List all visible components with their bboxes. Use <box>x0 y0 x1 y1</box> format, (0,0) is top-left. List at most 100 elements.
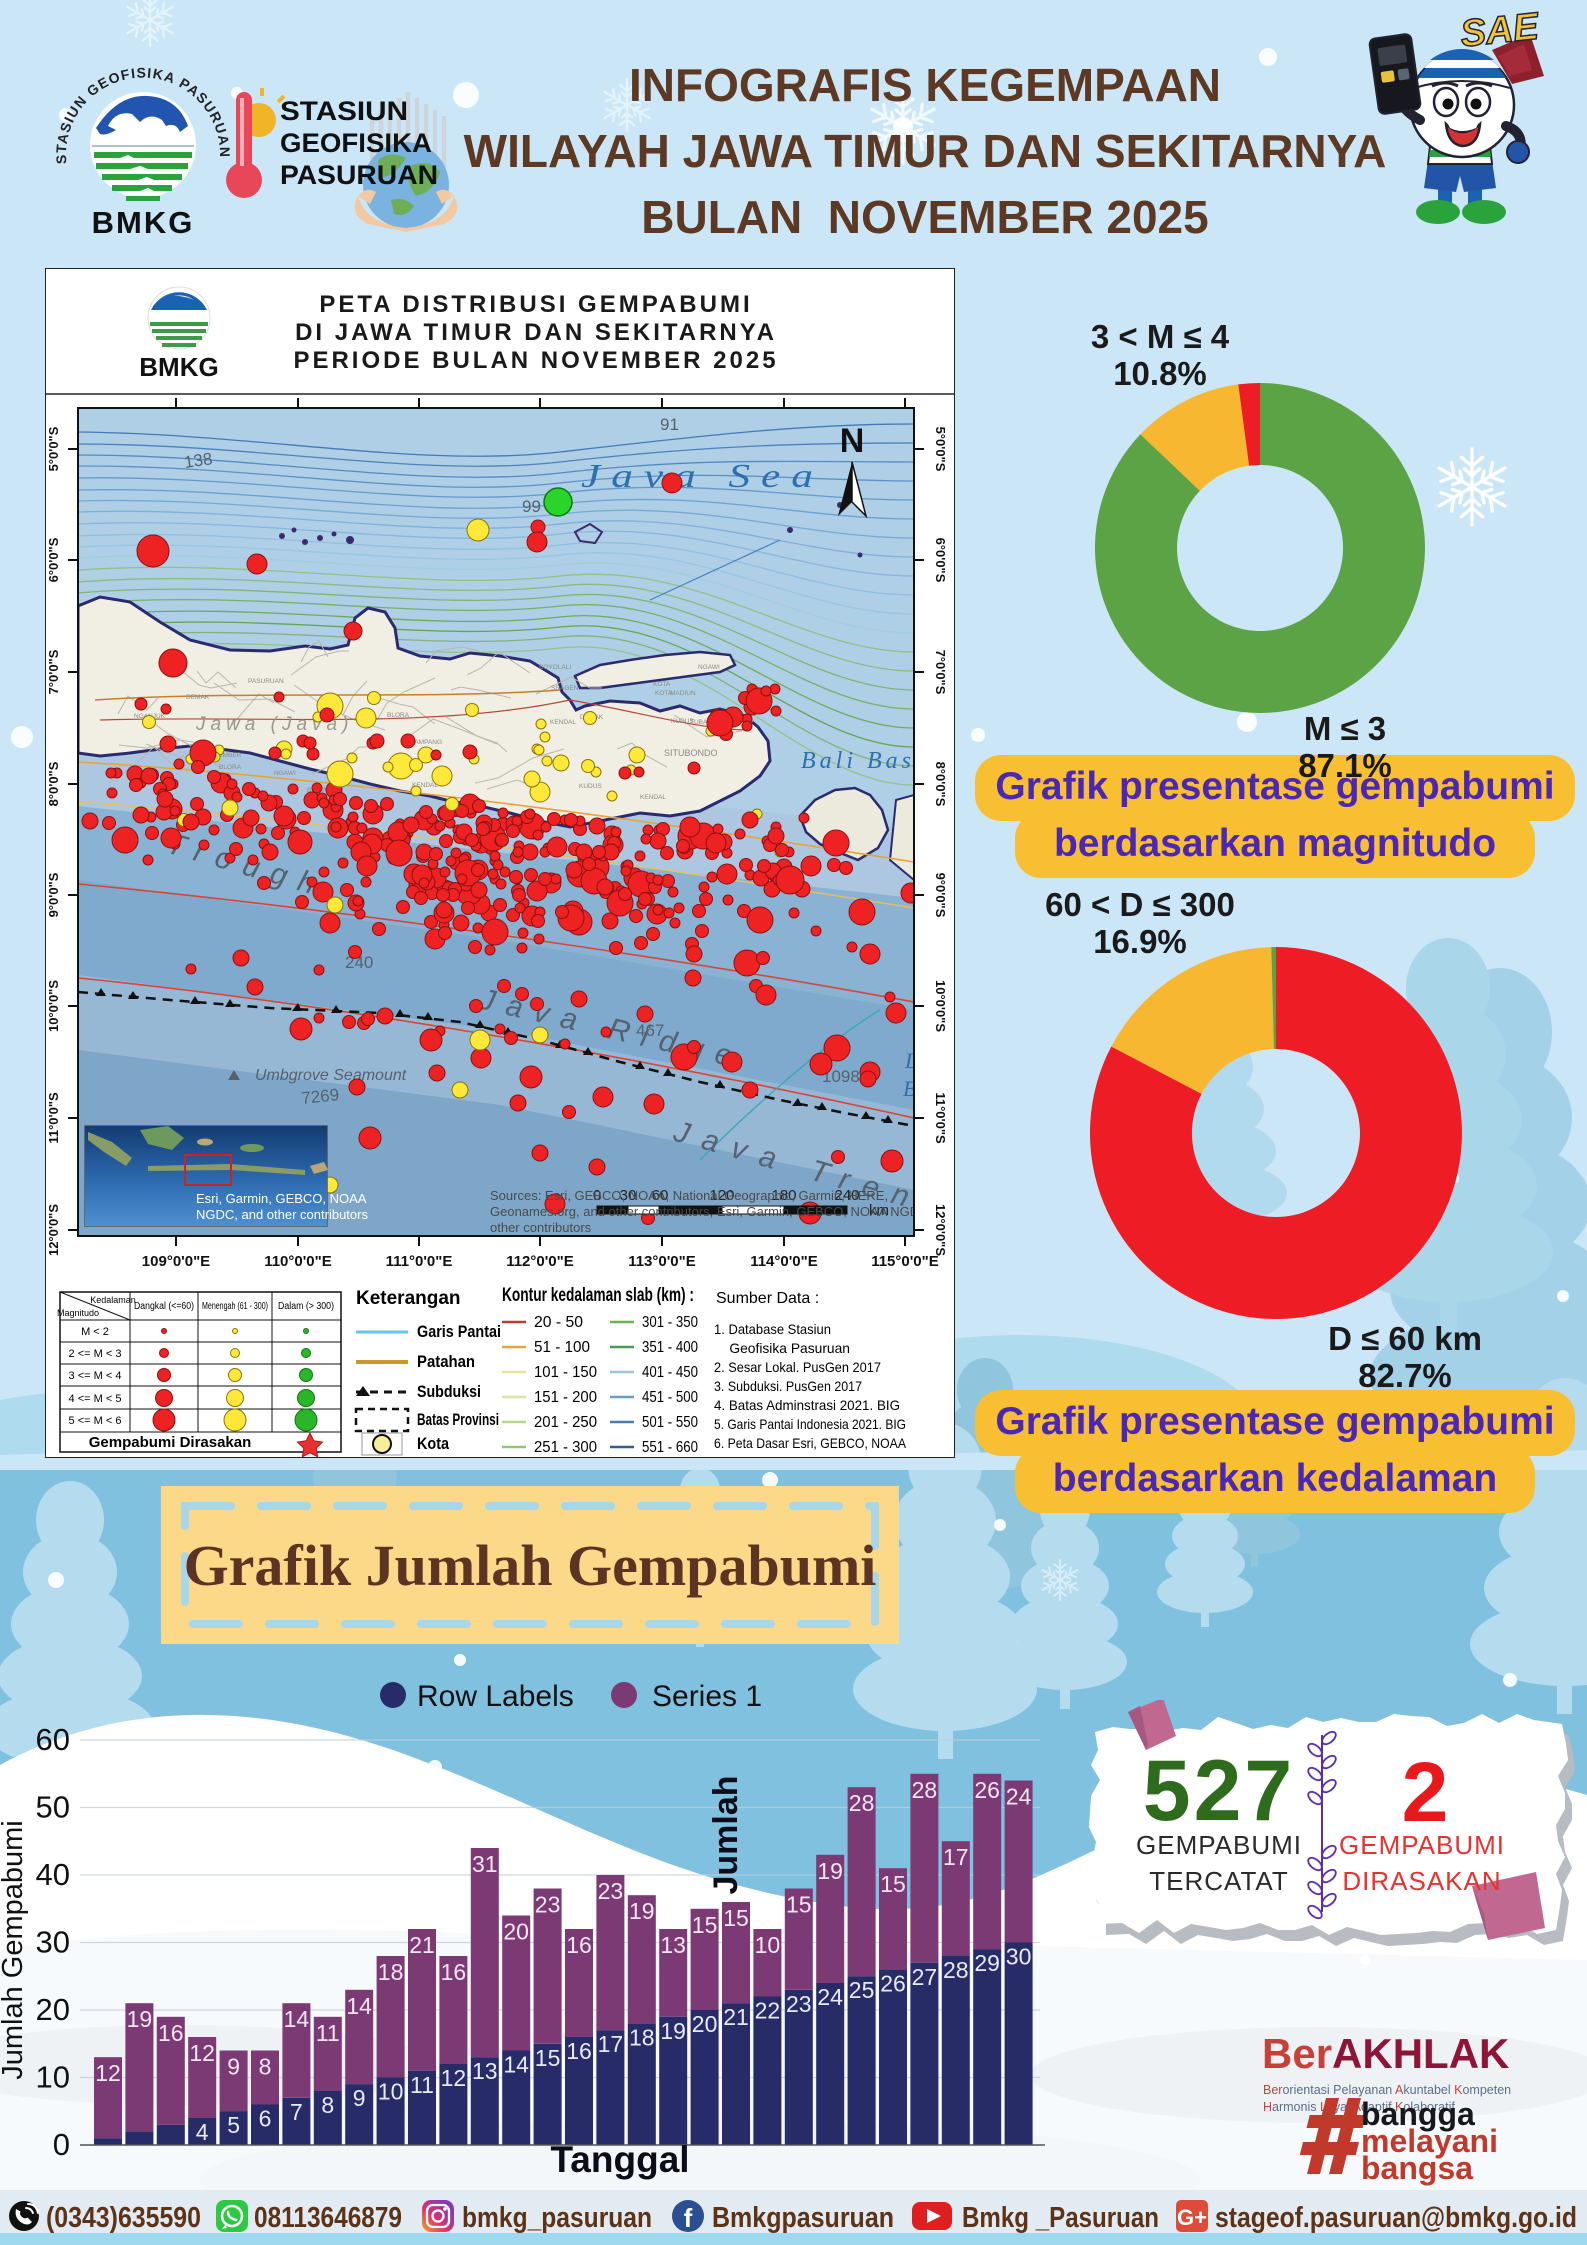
svg-text:KUDUS: KUDUS <box>579 783 602 790</box>
svg-text:12°0'0"S: 12°0'0"S <box>933 1204 948 1256</box>
svg-text:SRAGEN: SRAGEN <box>551 685 579 692</box>
svg-text:10°0'0"S: 10°0'0"S <box>933 980 948 1032</box>
svg-text:351 - 400: 351 - 400 <box>642 1339 698 1356</box>
svg-text:15: 15 <box>692 1912 718 1938</box>
svg-text:18: 18 <box>378 1959 404 1985</box>
svg-text:20: 20 <box>503 1919 529 1945</box>
svg-text:NGDC, and other contributors: NGDC, and other contributors <box>196 1207 368 1222</box>
svg-text:BLORA: BLORA <box>219 764 242 771</box>
svg-text:11°0'0"S: 11°0'0"S <box>46 1092 61 1144</box>
svg-text:Keterangan: Keterangan <box>356 1288 461 1309</box>
svg-text:bmkg_pasuruan: bmkg_pasuruan <box>462 2202 652 2234</box>
svg-text:14: 14 <box>503 2052 529 2078</box>
svg-text:115°0'0"E: 115°0'0"E <box>871 1253 939 1270</box>
svg-text:30: 30 <box>1006 1944 1032 1970</box>
svg-text:111°0'0"E: 111°0'0"E <box>386 1253 453 1270</box>
svg-text:6°0'0"S: 6°0'0"S <box>933 538 948 583</box>
svg-text:4: 4 <box>196 2119 209 2145</box>
svg-text:N: N <box>840 422 865 460</box>
svg-text:30: 30 <box>36 1925 70 1960</box>
svg-text:21: 21 <box>723 2004 749 2030</box>
svg-text:28: 28 <box>943 1957 969 1983</box>
svg-text:PASURUAN: PASURUAN <box>280 160 438 190</box>
svg-text:13: 13 <box>660 1932 686 1958</box>
svg-text:2 <= M < 3: 2 <= M < 3 <box>69 1348 122 1360</box>
svg-text:180: 180 <box>771 1187 796 1204</box>
svg-text:10: 10 <box>755 1932 781 1958</box>
svg-text:M < 2: M < 2 <box>81 1326 109 1338</box>
svg-text:2. Sesar Lokal. PusGen 2017: 2. Sesar Lokal. PusGen 2017 <box>714 1359 881 1375</box>
svg-text:4. Batas Adminstrasi 2021. BIG: 4. Batas Adminstrasi 2021. BIG <box>714 1397 900 1413</box>
svg-text:7: 7 <box>290 2099 303 2125</box>
svg-text:112°0'0"E: 112°0'0"E <box>506 1253 574 1270</box>
svg-text:51 - 100: 51 - 100 <box>534 1339 590 1356</box>
svg-text:5. Garis Pantai Indonesia 2021: 5. Garis Pantai Indonesia 2021. BIG <box>714 1416 906 1432</box>
svg-text:22: 22 <box>755 1998 781 2024</box>
svg-text:30: 30 <box>620 1187 637 1204</box>
svg-text:28: 28 <box>912 1777 938 1803</box>
svg-text:15: 15 <box>880 1871 906 1897</box>
svg-text:16: 16 <box>441 1959 467 1985</box>
svg-text:J a v a S e a: J a v a S e a <box>581 458 813 495</box>
svg-text:16: 16 <box>158 2020 184 2046</box>
svg-text:08113646879: 08113646879 <box>254 2202 402 2234</box>
svg-text:10: 10 <box>378 2079 404 2105</box>
svg-text:other contributors: other contributors <box>490 1220 592 1235</box>
svg-text:29: 29 <box>974 1950 1000 1976</box>
svg-text:STASIUN: STASIUN <box>280 96 408 126</box>
svg-text:SAMPANG: SAMPANG <box>410 739 442 746</box>
svg-text:19: 19 <box>660 2018 686 2044</box>
svg-text:KOTA: KOTA <box>655 690 673 697</box>
svg-text:9°0'0"S: 9°0'0"S <box>46 872 61 917</box>
svg-text:60: 60 <box>36 1722 70 1757</box>
svg-text:26: 26 <box>880 1971 906 1997</box>
svg-text:24: 24 <box>817 1984 843 2010</box>
svg-text:Sumber Data :: Sumber Data : <box>716 1290 819 1307</box>
svg-text:Bmkgpasuruan: Bmkgpasuruan <box>712 2202 894 2234</box>
svg-text:138: 138 <box>183 449 214 472</box>
svg-text:16: 16 <box>566 2038 592 2064</box>
svg-text:Kontur kedalaman slab (km) :: Kontur kedalaman slab (km) : <box>502 1285 694 1306</box>
svg-text:451 - 500: 451 - 500 <box>642 1389 698 1406</box>
svg-text:10°0'0"S: 10°0'0"S <box>46 980 61 1032</box>
svg-text:KENDAL: KENDAL <box>550 719 576 726</box>
svg-text:BMKG: BMKG <box>92 205 195 240</box>
svg-text:KOTA: KOTA <box>653 681 671 688</box>
svg-text:DEMAK: DEMAK <box>186 694 210 701</box>
svg-text:Ba: Ba <box>903 1076 927 1101</box>
svg-text:7°0'0"S: 7°0'0"S <box>933 650 948 695</box>
svg-text:19: 19 <box>127 2006 153 2032</box>
svg-text:5°0'0"S: 5°0'0"S <box>46 426 61 471</box>
svg-text:5°0'0"S: 5°0'0"S <box>933 427 948 472</box>
svg-text:26: 26 <box>974 1777 1000 1803</box>
svg-text:Gempabumi Dirasakan: Gempabumi Dirasakan <box>89 1434 252 1451</box>
svg-text:23: 23 <box>786 1991 812 2017</box>
svg-text:467: 467 <box>636 1021 664 1040</box>
svg-text:8: 8 <box>321 2092 334 2118</box>
svg-text:12: 12 <box>189 2040 215 2066</box>
svg-text:8°0'0"S: 8°0'0"S <box>933 762 948 807</box>
svg-text:Jumlah Gempabumi: Jumlah Gempabumi <box>0 1820 29 2080</box>
svg-text:4 <= M < 5: 4 <= M < 5 <box>69 1393 122 1405</box>
svg-text:17: 17 <box>598 2031 624 2057</box>
svg-text:21: 21 <box>409 1932 435 1958</box>
svg-text:17: 17 <box>943 1844 969 1870</box>
svg-text:6: 6 <box>259 2106 272 2132</box>
svg-text:110°0'0"E: 110°0'0"E <box>264 1253 332 1270</box>
svg-text:91: 91 <box>660 415 679 434</box>
svg-text:15: 15 <box>723 1905 749 1931</box>
svg-text:60: 60 <box>652 1187 669 1204</box>
svg-text:TUBAN: TUBAN <box>690 719 712 726</box>
svg-text:stageof.pasuruan@bmkg.go.id: stageof.pasuruan@bmkg.go.id <box>1215 2202 1577 2234</box>
svg-text:20: 20 <box>692 2011 718 2037</box>
svg-text:501 - 550: 501 - 550 <box>642 1414 698 1431</box>
svg-text:G+: G+ <box>1177 2205 1207 2230</box>
svg-text:PERIODE BULAN NOVEMBER 2025: PERIODE BULAN NOVEMBER 2025 <box>293 347 778 374</box>
svg-text:0: 0 <box>593 1187 601 1204</box>
svg-text:Bali Bas: Bali Bas <box>801 748 915 774</box>
svg-text:7°0'0"S: 7°0'0"S <box>46 649 61 694</box>
svg-text:BLORA: BLORA <box>387 712 410 719</box>
svg-text:Jumlah: Jumlah <box>707 1775 745 1894</box>
svg-text:16: 16 <box>566 1932 592 1958</box>
svg-text:SAE: SAE <box>1458 5 1542 55</box>
